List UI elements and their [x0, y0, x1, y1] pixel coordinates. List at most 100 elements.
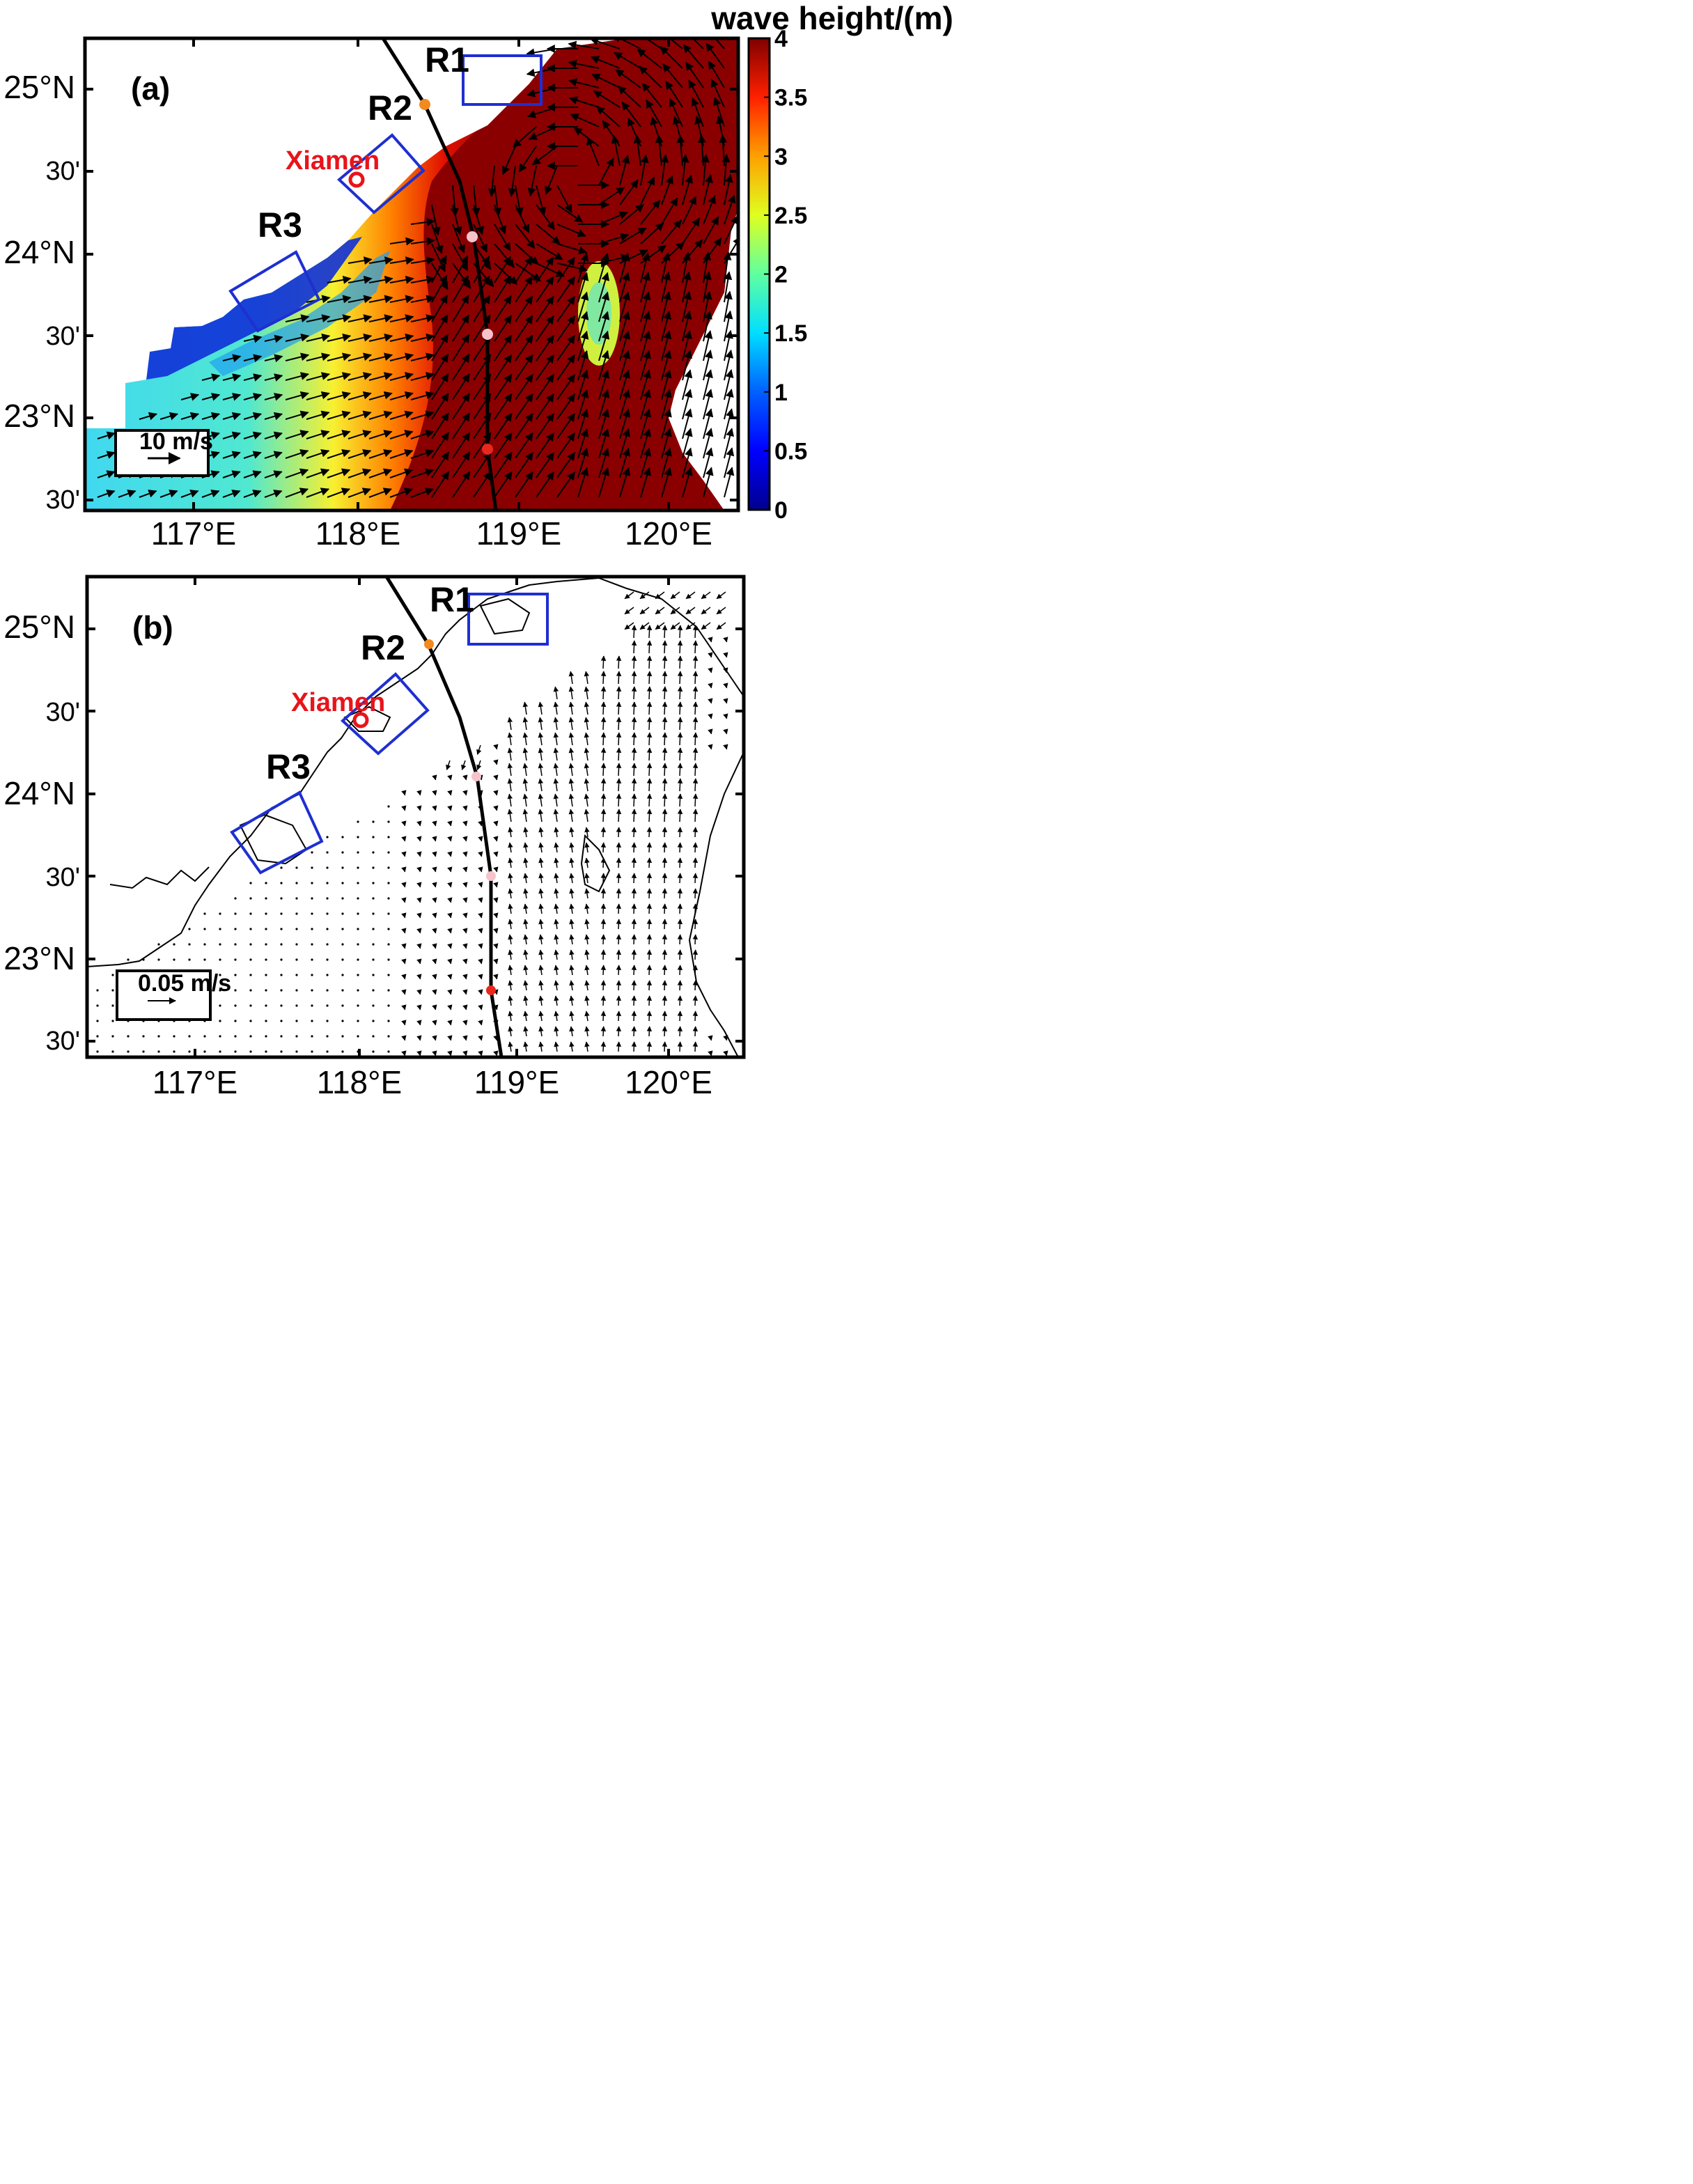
current-vector	[522, 778, 529, 792]
wind-vector	[590, 38, 621, 49]
wind-vector	[703, 350, 713, 381]
wind-vector	[368, 314, 393, 322]
current-vector	[584, 1011, 590, 1022]
wind-vector	[703, 467, 714, 498]
wind-vector	[619, 389, 631, 420]
current-vector	[295, 882, 298, 884]
wind-vector	[306, 372, 331, 381]
current-vector	[447, 1035, 453, 1041]
current-vector	[569, 980, 575, 991]
current-vector	[341, 1020, 344, 1022]
current-vector	[569, 1011, 575, 1022]
current-vector	[461, 760, 467, 770]
current-vector	[111, 1020, 114, 1022]
current-vector	[624, 607, 634, 615]
current-vector	[584, 701, 590, 715]
current-vector	[372, 1020, 375, 1022]
wind-vector	[285, 314, 310, 322]
current-vector	[538, 995, 544, 1006]
wind-vector	[619, 272, 630, 303]
wind-vector	[619, 330, 630, 361]
current-vector	[584, 809, 590, 822]
current-vector	[462, 882, 468, 888]
current-vector	[554, 919, 559, 930]
wind-vector	[180, 412, 200, 421]
current-vector	[311, 974, 313, 976]
current-vector	[646, 995, 653, 1006]
wind-vector	[264, 334, 283, 343]
current-vector	[173, 1050, 175, 1053]
wind-vector	[327, 295, 352, 304]
current-vector	[326, 989, 329, 992]
current-vector	[416, 974, 422, 980]
wind-vector	[264, 354, 283, 363]
wind-vector	[703, 389, 714, 420]
wind-vector	[536, 315, 554, 342]
current-vector	[646, 793, 653, 807]
current-vector	[249, 882, 252, 884]
wind-vector	[577, 350, 589, 381]
region-box-r2	[336, 133, 426, 214]
current-vector	[568, 763, 575, 777]
current-vector	[624, 591, 634, 600]
current-vector	[523, 903, 529, 914]
wind-vector	[180, 393, 200, 401]
wind-vector	[327, 372, 352, 381]
wind-vector	[665, 80, 683, 108]
wind-vector	[590, 56, 621, 69]
current-vector	[295, 866, 298, 869]
current-vector	[646, 655, 653, 669]
wind-vector	[640, 272, 651, 303]
wind-vector	[264, 393, 283, 401]
current-vector	[295, 897, 298, 900]
current-vector	[662, 778, 668, 792]
current-vector	[462, 1020, 468, 1026]
wind-vector	[452, 243, 469, 272]
current-vector	[203, 943, 206, 946]
current-vector	[188, 943, 191, 946]
current-vector	[447, 1004, 453, 1011]
wind-vector	[389, 391, 414, 400]
wind-vector	[682, 389, 693, 420]
wind-vector	[556, 185, 572, 213]
wind-vector	[494, 315, 512, 342]
current-vector	[523, 1011, 529, 1022]
wind-vector	[264, 451, 283, 459]
wind-vector	[646, 99, 662, 127]
wind-vector	[682, 311, 692, 342]
current-vector	[600, 857, 607, 868]
wind-vector	[577, 291, 589, 322]
current-vector	[295, 928, 298, 930]
wind-vector	[368, 275, 393, 284]
wind-vector	[452, 334, 470, 361]
wind-vector	[515, 393, 533, 420]
current-vector	[538, 980, 544, 991]
city-label-xiamen: Xiamen	[286, 146, 380, 176]
current-vector	[462, 1004, 468, 1011]
current-vector	[538, 701, 544, 715]
current-vector	[311, 1035, 313, 1038]
current-vector	[234, 897, 237, 900]
current-vector	[447, 774, 453, 781]
current-vector	[600, 717, 607, 731]
wind-vector	[327, 468, 351, 478]
current-vector	[538, 732, 544, 746]
wind-vector	[201, 393, 221, 401]
wind-vector	[536, 334, 554, 361]
current-vector	[326, 866, 329, 869]
current-vector	[234, 989, 237, 992]
current-vector	[387, 866, 390, 869]
current-vector	[416, 1050, 422, 1056]
wind-vector	[661, 389, 672, 420]
current-vector	[646, 686, 653, 700]
current-vector	[662, 686, 668, 700]
current-vector	[357, 912, 359, 915]
current-vector	[372, 1050, 375, 1053]
current-vector	[173, 958, 175, 961]
current-vector	[111, 989, 114, 992]
wind-vector	[682, 350, 693, 381]
current-vector	[357, 882, 359, 884]
wind-vector	[661, 219, 682, 244]
wind-vector	[619, 467, 631, 498]
current-vector	[616, 949, 622, 960]
